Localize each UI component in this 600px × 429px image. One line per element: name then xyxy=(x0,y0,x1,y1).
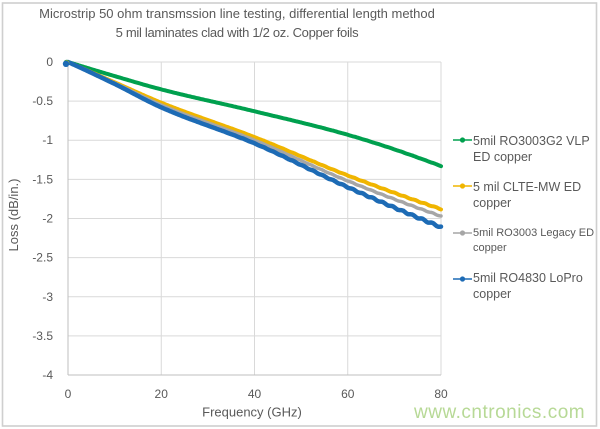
svg-text:-1.5: -1.5 xyxy=(32,172,53,186)
svg-text:20: 20 xyxy=(155,387,169,401)
svg-text:-2: -2 xyxy=(42,212,53,226)
svg-text:Frequency (GHz): Frequency (GHz) xyxy=(202,405,302,420)
svg-text:0: 0 xyxy=(46,55,53,69)
svg-text:-4: -4 xyxy=(42,368,53,382)
svg-text:Loss (dB/in.): Loss (dB/in.) xyxy=(6,179,21,252)
svg-text:-0.5: -0.5 xyxy=(32,94,53,108)
svg-text:0: 0 xyxy=(65,387,72,401)
svg-text:-1: -1 xyxy=(42,133,53,147)
svg-text:-2.5: -2.5 xyxy=(32,251,53,265)
svg-text:80: 80 xyxy=(434,387,448,401)
svg-text:-3.5: -3.5 xyxy=(32,329,53,343)
svg-text:60: 60 xyxy=(341,387,355,401)
svg-text:40: 40 xyxy=(248,387,262,401)
svg-text:-3: -3 xyxy=(42,290,53,304)
